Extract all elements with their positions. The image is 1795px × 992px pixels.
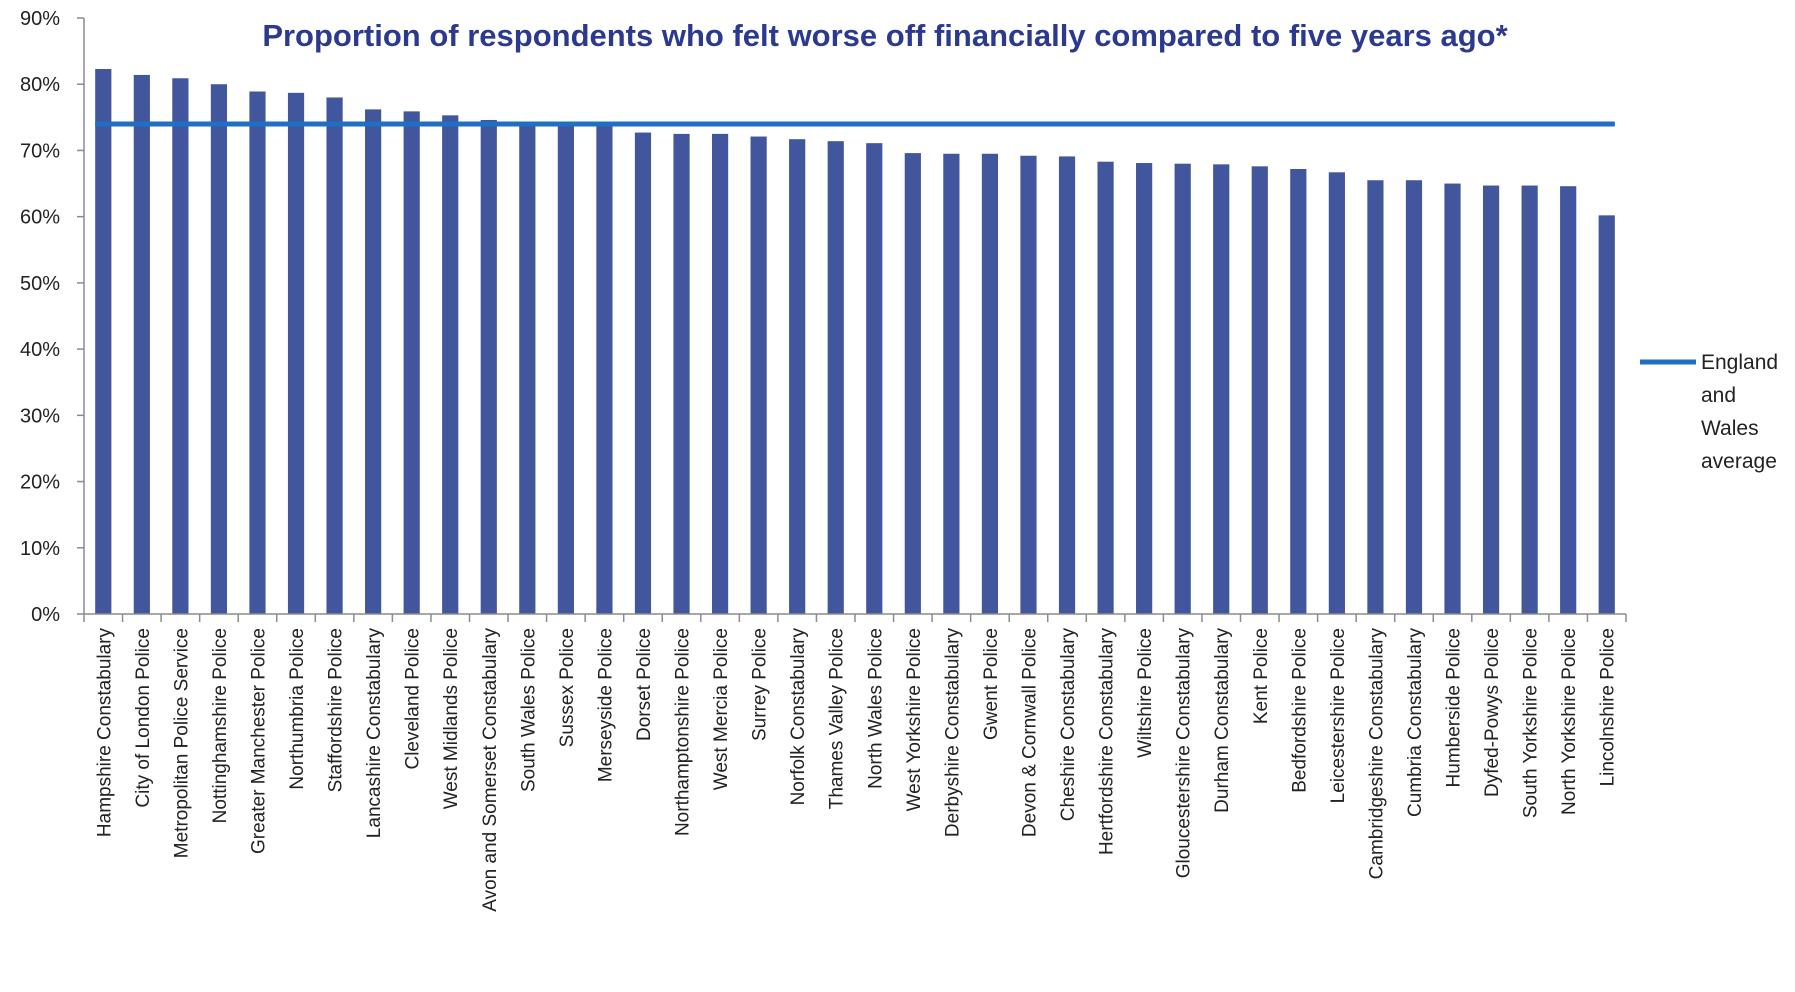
x-category-label: Thames Valley Police	[827, 628, 848, 809]
legend: England and Wales average	[1640, 351, 1778, 473]
bar	[442, 115, 459, 614]
bar	[1521, 185, 1538, 614]
bar	[1213, 164, 1230, 614]
x-category-label: Derbyshire Constabulary	[942, 628, 963, 838]
y-tick-label: 30%	[20, 405, 60, 427]
x-category-label: Avon and Somerset Constabulary	[480, 628, 501, 912]
bar	[557, 122, 574, 615]
bar	[866, 143, 883, 614]
bar	[1174, 163, 1191, 614]
chart-title: Proportion of respondents who felt worse…	[262, 18, 1508, 53]
x-category-label: Cleveland Police	[403, 628, 424, 770]
x-category-label: Devon & Cornwall Police	[1019, 628, 1040, 837]
bar	[287, 92, 305, 614]
bar	[596, 123, 613, 614]
y-axis: 0% 10% 20% 30% 40% 50% 60% 70% 80% 90%	[20, 8, 85, 626]
x-axis: Hampshire Constabulary City of London Pol…	[83, 613, 1627, 912]
bar	[827, 141, 844, 614]
x-category-label: Nottinghamshire Police	[210, 628, 231, 823]
y-tick-label: 40%	[20, 339, 60, 361]
bar	[1405, 180, 1423, 614]
bar	[210, 84, 228, 614]
x-category-label: Humberside Police	[1444, 628, 1465, 787]
x-category-label: Northumbria Police	[287, 628, 308, 790]
bar	[981, 153, 999, 614]
x-category-label: North Yorkshire Police	[1559, 628, 1580, 815]
x-category-label: Bedfordshire Police	[1289, 628, 1310, 793]
x-category-label: Greater Manchester Police	[248, 628, 269, 854]
bar	[1020, 155, 1037, 614]
bar	[95, 68, 112, 615]
bar	[1367, 180, 1384, 614]
x-category-label: Norfolk Constabulary	[788, 628, 809, 806]
y-tick-label: 0%	[31, 604, 60, 626]
bar	[1136, 163, 1153, 614]
bar	[519, 122, 536, 615]
legend-label: England and Wales average	[1701, 351, 1778, 473]
bar	[673, 133, 690, 614]
x-category-label: Durham Constabulary	[1212, 628, 1233, 813]
bar	[1598, 215, 1615, 614]
y-tick-label: 70%	[20, 140, 60, 162]
x-category-label: Cumbria Constabulary	[1405, 628, 1426, 818]
bar	[172, 78, 189, 615]
x-category-label: Cambridgeshire Constabulary	[1366, 628, 1387, 880]
bar	[1290, 168, 1307, 614]
bar	[943, 153, 960, 614]
bar	[789, 139, 806, 615]
bar	[711, 133, 729, 614]
x-category-label: West Yorkshire Police	[904, 628, 925, 811]
bar	[1097, 161, 1114, 615]
x-category-label: Gwent Police	[981, 628, 1002, 740]
x-category-label: Dorset Police	[634, 628, 655, 741]
x-category-label: City of London Police	[133, 628, 154, 808]
x-category-label: Northamptonshire Police	[673, 628, 694, 836]
x-category-label: North Wales Police	[865, 628, 886, 789]
bar	[133, 74, 150, 614]
x-category-label: Hampshire Constabulary	[94, 628, 115, 838]
x-category-label: South Yorkshire Police	[1521, 628, 1542, 818]
y-tick-label: 60%	[20, 207, 60, 229]
x-category-label: Hertfordshire Constabulary	[1097, 628, 1118, 856]
bar	[365, 109, 382, 615]
x-category-label: Dyfed-Powys Police	[1482, 628, 1503, 797]
bar	[1251, 166, 1268, 615]
x-category-label: Metropolitan Police Service	[171, 628, 192, 858]
bar	[1058, 156, 1076, 614]
bar	[480, 119, 497, 614]
x-category-label: Cheshire Constabulary	[1058, 628, 1079, 822]
x-category-label: West Mercia Police	[711, 628, 732, 790]
y-tick-label: 50%	[20, 273, 60, 295]
y-tick-label: 90%	[20, 8, 60, 30]
bar	[1328, 172, 1345, 614]
bar	[634, 132, 652, 614]
x-category-label: Sussex Police	[557, 628, 578, 747]
x-category-label: Kent Police	[1251, 628, 1272, 724]
x-category-label: Gloucestershire Constabulary	[1174, 628, 1195, 879]
bar	[1560, 186, 1577, 614]
bar	[249, 91, 266, 615]
bar	[403, 111, 420, 614]
y-tick-label: 20%	[20, 472, 60, 494]
bar	[326, 97, 343, 614]
bar	[750, 136, 767, 614]
bar	[904, 153, 921, 615]
x-category-label: West Midlands Police	[441, 628, 462, 809]
y-tick-label: 10%	[20, 538, 60, 560]
bar	[1444, 183, 1461, 615]
bar	[1482, 185, 1500, 614]
x-category-label: Merseyside Police	[595, 628, 616, 782]
x-category-label: Surrey Police	[750, 628, 771, 741]
x-category-label: Wiltshire Police	[1135, 628, 1156, 758]
x-category-label: South Wales Police	[518, 628, 539, 792]
x-category-label: Staffordshire Police	[326, 628, 347, 792]
bars	[95, 68, 1615, 615]
y-tick-label: 80%	[20, 74, 60, 96]
x-category-label: Leicestershire Police	[1328, 628, 1349, 803]
x-category-label: Lancashire Constabulary	[364, 628, 385, 839]
x-category-label: Lincolnshire Police	[1598, 628, 1619, 786]
